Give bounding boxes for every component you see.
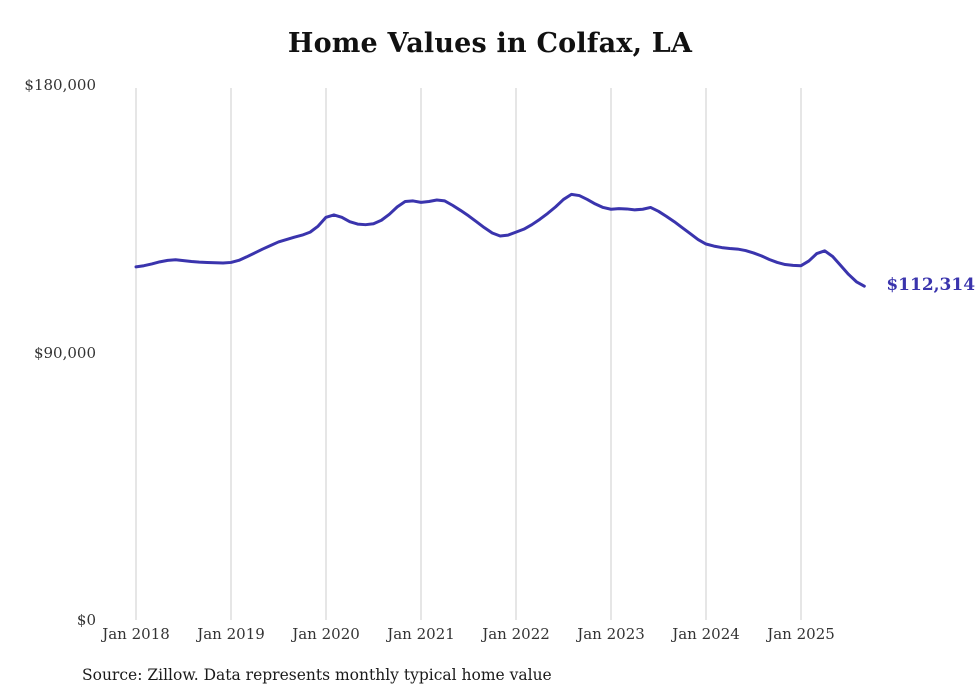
y-tick-label: $180,000 xyxy=(24,76,96,94)
value-line xyxy=(134,192,866,288)
y-tick-label: $0 xyxy=(76,611,96,629)
x-tick-label: Jan 2021 xyxy=(387,625,455,643)
x-tick-label: Jan 2025 xyxy=(767,625,835,643)
chart-title: Home Values in Colfax, LA xyxy=(287,28,693,59)
x-tick-label: Jan 2018 xyxy=(102,625,170,643)
x-tick-label: Jan 2020 xyxy=(292,625,360,643)
current-value-label: $112,314 xyxy=(886,275,976,296)
x-tick-label: Jan 2023 xyxy=(577,625,645,643)
source-note: Source: Zillow. Data represents monthly … xyxy=(82,666,552,684)
y-tick-label: $90,000 xyxy=(33,343,96,362)
x-tick-label: Jan 2022 xyxy=(482,625,550,643)
x-tick-label: Jan 2024 xyxy=(672,625,740,643)
x-tick-label: Jan 2019 xyxy=(197,625,265,643)
